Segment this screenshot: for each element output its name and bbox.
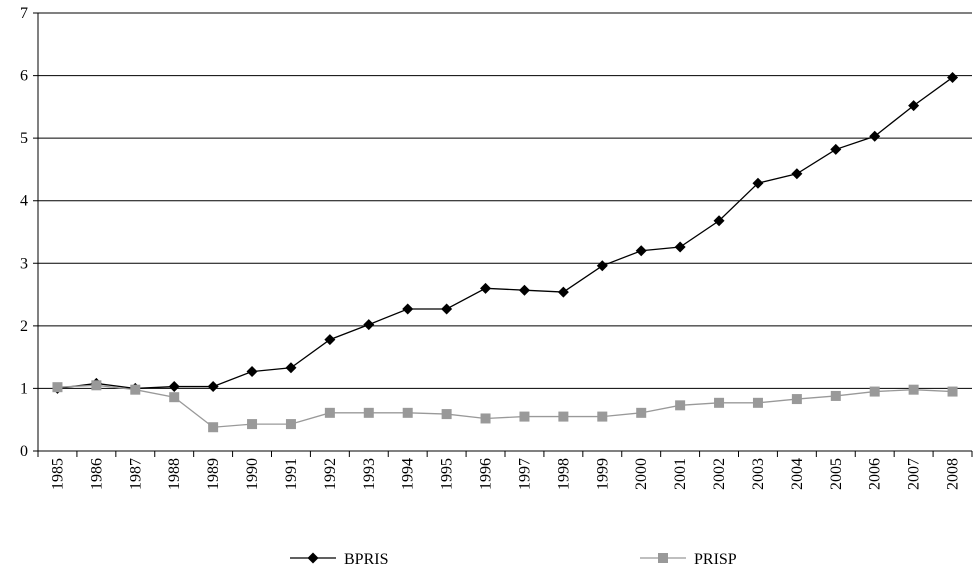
x-tick-label: 2008	[945, 458, 962, 490]
data-point	[285, 362, 297, 374]
x-tick-label: 1997	[516, 458, 533, 490]
data-point	[480, 282, 492, 294]
data-point	[208, 422, 219, 433]
y-tick-label: 3	[20, 255, 28, 272]
data-point	[908, 384, 919, 395]
data-point	[441, 409, 452, 420]
y-tick-label: 0	[20, 443, 28, 460]
x-tick-label: 1993	[361, 458, 378, 490]
series-line	[57, 76, 953, 390]
data-point	[636, 407, 647, 418]
data-point	[324, 407, 335, 418]
x-tick-label: 1999	[594, 458, 611, 490]
data-point	[791, 394, 802, 405]
data-point	[597, 411, 608, 422]
x-tick-label: 2002	[711, 458, 728, 490]
legend-marker	[307, 552, 319, 564]
y-tick-label: 2	[20, 318, 28, 335]
data-point	[130, 384, 141, 395]
data-point	[168, 381, 180, 393]
data-point	[869, 130, 881, 142]
y-tick-label: 5	[20, 130, 28, 147]
data-point	[869, 386, 880, 397]
data-point	[752, 397, 763, 408]
data-point	[791, 168, 803, 180]
y-tick-label: 6	[20, 68, 28, 85]
x-tick-label: 1996	[478, 458, 495, 490]
data-point	[518, 284, 530, 296]
data-point	[674, 241, 686, 253]
data-point	[207, 381, 219, 393]
x-tick-label: 2003	[750, 458, 767, 490]
x-tick-label: 1992	[322, 458, 339, 490]
data-point	[596, 260, 608, 272]
data-point	[947, 386, 958, 397]
data-point	[363, 319, 375, 331]
x-tick-label: 1998	[555, 458, 572, 490]
y-tick-label: 4	[20, 193, 28, 210]
data-point	[402, 407, 413, 418]
legend-marker	[658, 553, 668, 563]
y-tick-label: 7	[20, 5, 28, 22]
data-point	[169, 392, 180, 403]
data-point	[247, 419, 258, 430]
data-point	[830, 390, 841, 401]
data-point	[246, 366, 258, 378]
x-tick-label: 1987	[127, 458, 144, 490]
data-point	[947, 71, 959, 83]
data-point	[285, 419, 296, 430]
data-point	[558, 411, 569, 422]
data-point	[519, 411, 530, 422]
x-tick-label: 1985	[49, 458, 66, 490]
x-tick-label: 2006	[867, 458, 884, 490]
data-point	[714, 397, 725, 408]
series-line	[57, 384, 953, 428]
data-point	[752, 177, 764, 189]
data-point	[402, 303, 414, 315]
x-tick-label: 2005	[828, 458, 845, 490]
y-tick-label: 1	[20, 380, 28, 397]
data-point	[557, 286, 569, 298]
data-point	[91, 380, 102, 391]
data-point	[713, 215, 725, 227]
x-tick-label: 2001	[672, 458, 689, 490]
x-tick-label: 1990	[244, 458, 261, 490]
data-point	[908, 100, 920, 112]
x-tick-label: 1995	[439, 458, 456, 490]
x-tick-label: 2000	[633, 458, 650, 490]
x-tick-label: 2007	[906, 458, 923, 490]
legend-label: BPRIS	[344, 551, 388, 568]
legend-label: PRISP	[694, 551, 737, 568]
data-point	[635, 245, 647, 257]
data-point	[830, 143, 842, 155]
data-point	[52, 382, 63, 393]
x-tick-label: 1991	[283, 458, 300, 490]
data-point	[480, 413, 491, 424]
data-point	[675, 400, 686, 411]
x-tick-label: 1994	[400, 458, 417, 490]
data-point	[441, 303, 453, 315]
x-tick-label: 1989	[205, 458, 222, 490]
x-tick-label: 1988	[166, 458, 183, 490]
x-tick-label: 1986	[88, 458, 105, 490]
data-point	[324, 334, 336, 346]
x-tick-label: 2004	[789, 458, 806, 490]
data-point	[363, 407, 374, 418]
